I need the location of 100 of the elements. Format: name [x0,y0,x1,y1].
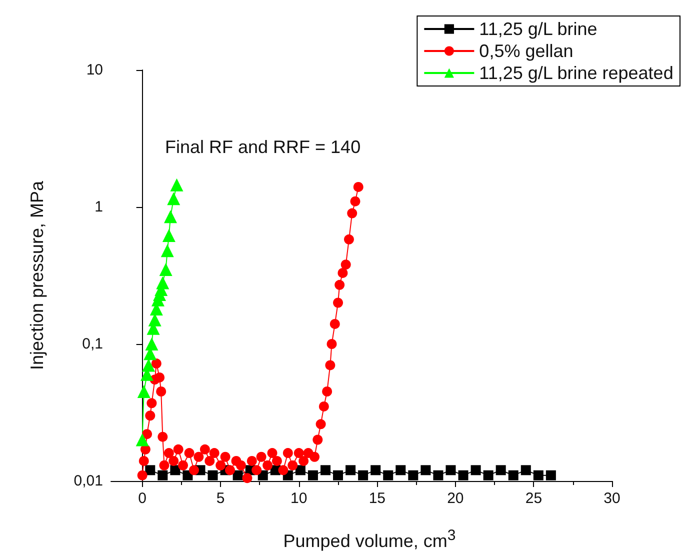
point [142,358,156,372]
point [470,465,481,476]
x-tick-label: 10 [290,490,308,507]
point [322,386,332,397]
point [294,448,304,458]
point [232,470,243,480]
point [145,465,156,476]
point [358,470,368,480]
y-axis-title: Injection pressure, MPa [27,180,47,370]
x-tick-label: 25 [525,490,542,507]
point [338,268,348,278]
point [158,432,168,442]
point [278,465,288,476]
point [209,448,220,458]
point [216,460,226,470]
point [298,456,309,466]
point [137,385,150,398]
point [520,465,531,476]
point [347,208,358,218]
point [146,398,157,408]
point [353,182,364,192]
point [164,448,174,458]
point [167,192,180,206]
point [252,465,262,476]
point [246,456,257,466]
y-tick-label: 0,01 [74,472,103,490]
point [173,444,184,454]
point [310,452,320,462]
point [344,234,354,244]
legend-label: 11,25 g/L brine repeated [479,63,674,83]
point [533,470,544,480]
point [370,465,381,476]
point [408,470,418,480]
point [318,401,329,412]
point [340,260,351,270]
point [188,465,199,476]
point [178,460,188,470]
point [256,452,266,462]
point [156,386,166,397]
point [546,470,556,480]
point [184,448,194,458]
point [236,460,246,470]
point [145,410,156,421]
point [151,358,162,369]
point [312,434,323,445]
point [220,452,230,462]
y-tick-label: 0,1 [82,336,103,352]
point [138,456,149,466]
point [346,465,356,476]
legend-label: 11,25 g/L brine [479,19,598,39]
point [262,460,273,470]
point [159,262,172,276]
point [136,433,149,446]
point [308,470,318,480]
point [200,444,210,454]
point [154,372,165,382]
x-tick-label: 15 [368,490,386,507]
point [330,318,340,329]
point [158,470,168,480]
point [383,470,394,480]
annotation: Final RF and RRF = 140 [165,137,361,157]
legend-label: 0,5% gellan [479,41,574,61]
point [242,473,252,484]
point [162,228,176,242]
point [496,465,506,476]
point [334,280,345,290]
point [164,210,177,224]
point [159,460,170,470]
point [282,448,293,458]
point [208,470,218,480]
point [333,298,344,308]
point [145,338,158,350]
point [160,244,174,258]
x-tick-label: 0 [138,490,146,507]
x-tick-label: 20 [447,490,464,507]
x-axis-title: Pumped volume, cm$^{3}$ [282,527,457,552]
point [350,196,360,206]
point [156,276,170,290]
point [458,470,468,480]
point [333,470,344,480]
point [142,429,152,440]
point [272,456,282,466]
point [168,456,179,466]
point [326,339,337,349]
point [267,448,278,458]
x-tick-label: 30 [604,490,620,507]
point [170,178,184,192]
point [420,465,431,476]
point [194,452,204,462]
point [396,465,406,476]
y-tick-label: 10 [86,62,103,78]
point [483,470,494,480]
x-tick-label: 5 [216,490,225,507]
point [433,470,444,480]
point [225,465,235,476]
point [288,460,298,470]
point [137,470,148,480]
y-tick-label: 1 [94,198,103,216]
point [508,470,518,480]
point [446,465,456,476]
